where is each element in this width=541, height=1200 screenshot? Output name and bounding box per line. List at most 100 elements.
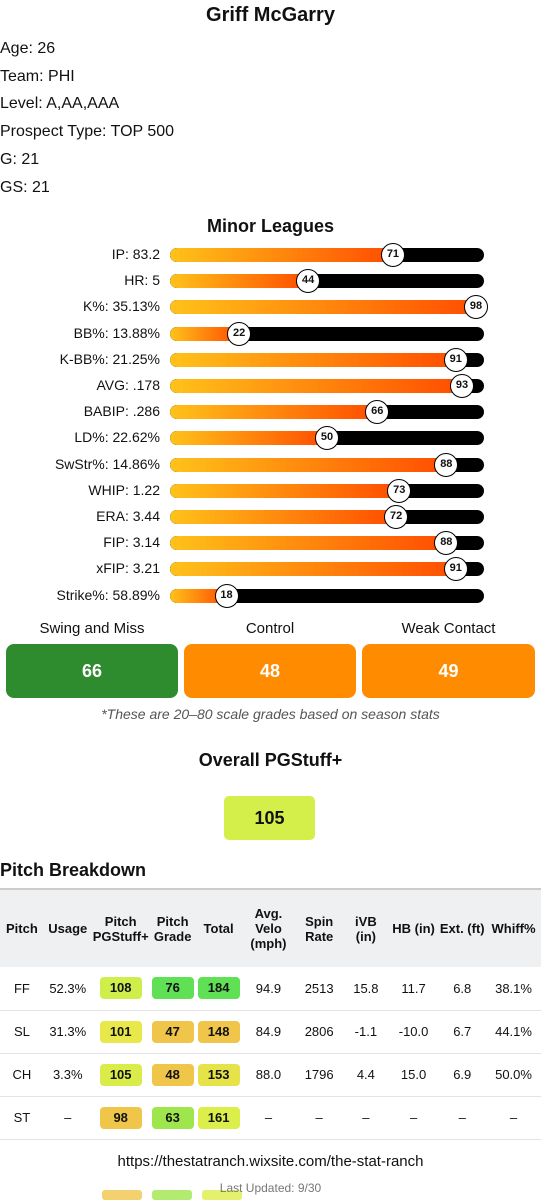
cell-pitch: FF	[0, 967, 44, 1011]
percentile-bar	[170, 300, 484, 315]
percentile-badge: 44	[296, 269, 321, 294]
stat-label: HR: 5	[124, 272, 160, 289]
percentile-bar-fill	[170, 510, 397, 524]
stat-label: K%: 35.13%	[82, 298, 160, 315]
percentile-bar-fill	[170, 274, 309, 289]
col-pitch-grade: Pitch Grade	[149, 888, 196, 967]
cell-grade: 48	[149, 1053, 196, 1097]
cell-ext: –	[438, 1096, 487, 1140]
stat-row: SwStr%: 14.86% 88	[0, 452, 541, 478]
percentile-bar-fill	[170, 562, 456, 577]
value-pill: 153	[197, 1063, 240, 1086]
percentile-bar-fill	[170, 457, 447, 472]
percentile-bar	[170, 483, 484, 498]
pitch-breakdown-table: Pitch Usage Pitch PGStuff+ Pitch Grade T…	[0, 888, 541, 1140]
cell-total: 184	[195, 967, 242, 1011]
cell-usage: 3.3%	[43, 1053, 92, 1097]
cell-spin: –	[295, 1096, 344, 1140]
source-url[interactable]: https://thestatranch.wixsite.com/the-sta…	[0, 1153, 541, 1170]
weak-contact-grade: 49	[362, 644, 535, 698]
table-row: FF 52.3% 108 76 184 94.9 2513 15.8 11.7 6.8 38.1%	[0, 967, 541, 1011]
percentile-bar	[170, 562, 484, 577]
cell-pitch: ST	[0, 1096, 44, 1140]
player-prospect-type: Prospect Type: TOP 500	[0, 123, 175, 140]
col-hb: HB (in)	[388, 888, 439, 967]
cell-stuff: 101	[91, 1010, 150, 1054]
col-ext: Ext. (ft)	[438, 888, 487, 967]
table-row: ST –98 63 161– – – – – –	[0, 1096, 541, 1140]
percentile-bar-fill	[170, 431, 327, 446]
cell-ext: 6.9	[438, 1053, 487, 1097]
stat-row: BABIP: .286 66	[0, 399, 541, 425]
col-usage: Usage	[43, 888, 92, 967]
col-total: Total	[195, 888, 242, 967]
percentile-badge: 93	[450, 374, 475, 398]
cell-whiff: 38.1%	[486, 967, 541, 1011]
percentile-bar	[170, 510, 484, 524]
percentile-badge: 88	[434, 452, 459, 477]
value-pill: 101	[99, 1020, 142, 1043]
percentile-bar	[170, 352, 484, 367]
percentile-badge: 71	[380, 243, 405, 267]
value-pill: 98	[99, 1106, 142, 1129]
cell-total: 148	[195, 1010, 242, 1054]
percentile-bar	[170, 248, 484, 262]
stat-row: AVG: .178 93	[0, 373, 541, 399]
percentile-bar-fill	[170, 352, 456, 367]
cell-grade: 63	[149, 1096, 196, 1140]
percentile-bar	[170, 588, 484, 603]
swing-and-miss-grade: 66	[6, 644, 178, 698]
stat-row: BB%: 13.88% 22	[0, 321, 541, 347]
stat-label: BABIP: .286	[83, 403, 160, 420]
stat-row: FIP: 3.14 88	[0, 530, 541, 556]
percentile-badge: 91	[443, 557, 468, 582]
col-whiff: Whiff%	[486, 888, 541, 967]
cell-stuff: 108	[91, 967, 150, 1011]
stat-row: xFIP: 3.21 91	[0, 556, 541, 582]
cell-total: 161	[195, 1096, 242, 1140]
percentile-bar-fill	[170, 300, 478, 315]
cell-pitch: CH	[0, 1053, 44, 1097]
col-ivb: iVB (in)	[343, 888, 389, 967]
cell-stuff: 98	[91, 1096, 150, 1140]
percentile-bar-fill	[170, 248, 393, 262]
value-pill: 161	[197, 1106, 240, 1129]
partial-row-pill	[102, 1190, 142, 1200]
stat-row: LD%: 22.62% 50	[0, 425, 541, 451]
cell-whiff: 50.0%	[486, 1053, 541, 1097]
percentile-badge: 50	[315, 426, 339, 451]
percentile-bar-fill	[170, 483, 400, 498]
cell-hb: 11.7	[388, 967, 439, 1011]
percentile-bar	[170, 536, 484, 551]
stat-label: IP: 83.2	[111, 246, 160, 262]
percentile-badge: 22	[227, 321, 252, 346]
percentile-bar	[170, 379, 484, 393]
cell-hb: –	[388, 1096, 439, 1140]
cell-spin: 1796	[295, 1053, 344, 1097]
col-pitch-stuff: Pitch PGStuff+	[91, 888, 150, 967]
cell-ivb: 15.8	[343, 967, 389, 1011]
cell-hb: 15.0	[388, 1053, 439, 1097]
stat-label: WHIP: 1.22	[88, 481, 160, 498]
stat-row: ERA: 3.44 72	[0, 504, 541, 530]
percentile-badge: 72	[384, 505, 409, 529]
percentile-badge: 91	[443, 347, 468, 372]
cell-velo: 88.0	[241, 1053, 296, 1097]
player-team: Team: PHI	[0, 68, 75, 85]
percentile-bar	[170, 405, 484, 420]
stat-label: AVG: .178	[96, 377, 160, 393]
cell-ivb: -1.1	[343, 1010, 389, 1054]
cell-usage: 31.3%	[43, 1010, 92, 1054]
stat-row: K-BB%: 21.25% 91	[0, 347, 541, 373]
cell-velo: –	[241, 1096, 296, 1140]
player-level: Level: A,AA,AAA	[0, 95, 120, 112]
percentile-badge: 88	[434, 531, 459, 556]
minor-leagues-title: Minor Leagues	[206, 216, 335, 236]
percentile-bar-fill	[170, 588, 227, 603]
percentile-bar	[170, 274, 484, 289]
cell-grade: 76	[149, 967, 196, 1011]
value-pill: 76	[151, 977, 194, 1000]
stat-label: BB%: 13.88%	[73, 324, 160, 341]
control-label: Control	[245, 620, 295, 637]
percentile-badge: 18	[214, 583, 239, 608]
